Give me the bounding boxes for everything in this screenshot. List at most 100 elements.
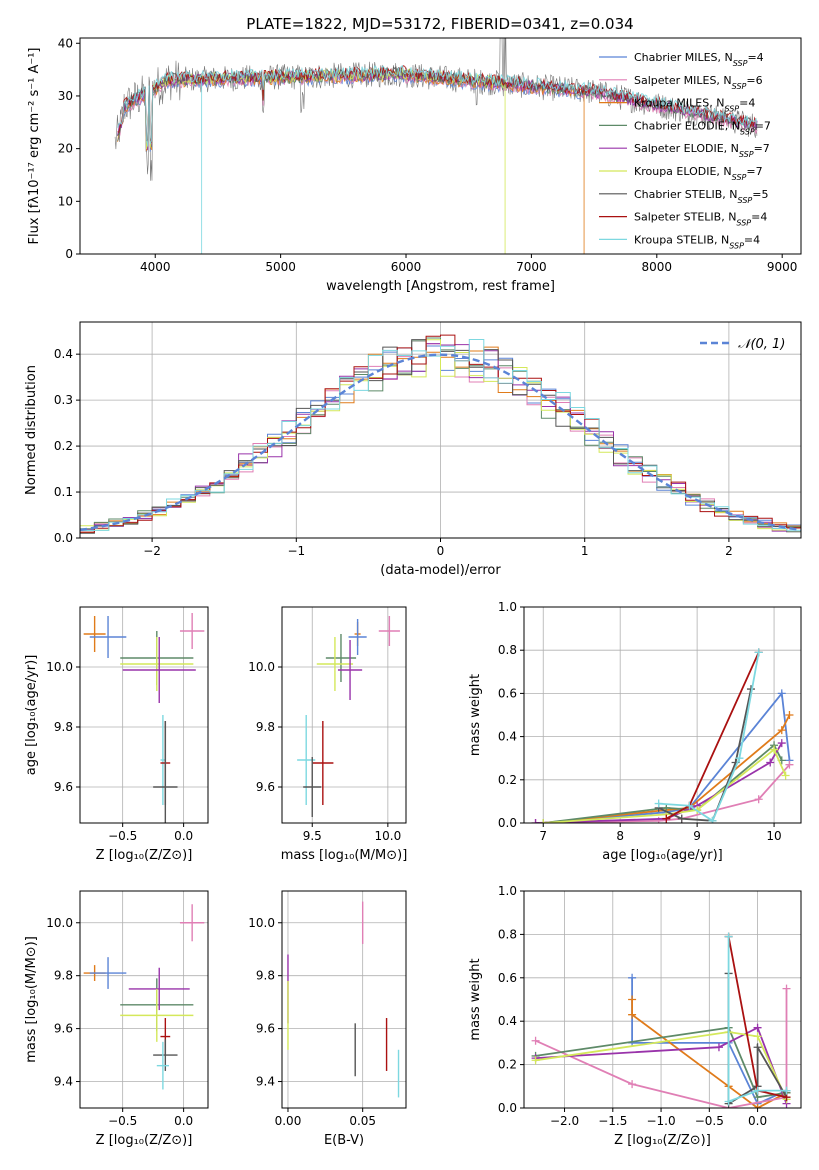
legend-entry: Chabrier ELODIE, NSSP=7 bbox=[634, 119, 771, 136]
age-vs-mass-axes: 9.5 10.0 9.6 9.8 10.0 mass [log₁₀(M/M⊙)] bbox=[248, 606, 407, 863]
errorbar-point bbox=[89, 957, 127, 989]
weight-marker bbox=[708, 816, 717, 823]
mass-vs-Z-plot-area bbox=[83, 904, 205, 1090]
weight-vs-age-ytick-label: 0.2 bbox=[498, 773, 517, 787]
mass-vs-Z-xlabel: Z [log₁₀(Z/Z⊙)] bbox=[96, 1133, 193, 1148]
legend-entry: Kroupa MILES, NSSP=4 bbox=[634, 97, 755, 114]
mass-vs-ebv-ytick-label: 10.0 bbox=[248, 916, 275, 930]
legend-entry-tail: =4 bbox=[751, 211, 767, 224]
weight-marker bbox=[785, 760, 794, 769]
legend-entry-sub: SSP bbox=[738, 195, 753, 204]
age-vs-mass-ytick-label: 9.6 bbox=[256, 780, 275, 794]
residuals-ytick-label: 0.4 bbox=[54, 347, 73, 361]
weight-marker bbox=[539, 819, 548, 823]
mass-vs-ebv-xlabel: E(B-V) bbox=[324, 1133, 364, 1148]
spectrum-xtick-label: 5000 bbox=[265, 260, 296, 274]
weight-line-salpeter-stelib bbox=[665, 652, 760, 820]
legend-entry-sub: SSP bbox=[724, 104, 739, 113]
legend-entry-tail: =4 bbox=[744, 233, 760, 246]
weight-vs-Z-ytick-label: 0.6 bbox=[498, 971, 517, 985]
weight-marker bbox=[753, 1104, 762, 1108]
legend-entry-tail: =7 bbox=[746, 165, 762, 178]
residuals-plot-area bbox=[80, 334, 801, 534]
residuals-xtick-label: 2 bbox=[725, 544, 733, 558]
residuals-ytick-label: 0.1 bbox=[54, 485, 73, 499]
mass-vs-Z-frame bbox=[79, 890, 209, 1109]
weight-vs-Z-xtick-label: −1.5 bbox=[598, 1114, 627, 1128]
age-vs-Z-xtick-label: 0.0 bbox=[174, 829, 193, 843]
age-vs-mass-ytick-label: 10.0 bbox=[248, 660, 275, 674]
weight-marker bbox=[628, 1080, 637, 1089]
legend-entry-text: Kroupa MILES, N bbox=[634, 97, 724, 110]
weight-vs-Z-xtick-label: −2.0 bbox=[550, 1114, 579, 1128]
legend-entry-sub: SSP bbox=[739, 150, 754, 159]
spectrum-xtick-label: 7000 bbox=[516, 260, 547, 274]
weight-vs-age-xtick-label: 9 bbox=[693, 829, 701, 843]
weight-vs-age-frame bbox=[523, 606, 802, 824]
mass-vs-Z-xtick-label: −0.5 bbox=[108, 1114, 137, 1128]
residuals-ytick-label: 0.0 bbox=[54, 531, 73, 545]
errorbar-point bbox=[348, 619, 367, 655]
spectrum-ytick-label: 40 bbox=[58, 36, 73, 50]
legend-entry: Salpeter MILES, NSSP=6 bbox=[634, 74, 763, 91]
weight-marker bbox=[628, 973, 637, 982]
weight-vs-Z-ytick-label: 0.8 bbox=[498, 927, 517, 941]
weight-marker bbox=[628, 995, 637, 1004]
weight-marker bbox=[777, 726, 786, 735]
weight-marker bbox=[753, 1023, 762, 1032]
spectrum-ytick-label: 0 bbox=[65, 247, 73, 261]
residuals-ylabel: Normed distribution bbox=[24, 365, 39, 495]
weight-vs-Z-xtick-label: −0.5 bbox=[695, 1114, 724, 1128]
spectrum-frame bbox=[79, 37, 802, 255]
weight-marker bbox=[766, 758, 775, 767]
weight-vs-Z-ytick-label: 0.0 bbox=[498, 1101, 517, 1115]
weight-vs-age-plot-area bbox=[531, 648, 794, 823]
model-spectrum-kroupa-elodie bbox=[142, 67, 507, 254]
mass-vs-Z-axes: −0.5 0.0 9.4 9.6 9.8 10.0 Z [log₁₀(Z/Z⊙)] mass … bbox=[24, 890, 209, 1148]
spectrum-ylabel: Flux [fλ10⁻¹⁷ erg cm⁻² s⁻¹ A⁻¹] bbox=[27, 48, 42, 245]
residuals-ytick-label: 0.3 bbox=[54, 393, 73, 407]
weight-vs-age-xtick-label: 10 bbox=[766, 829, 781, 843]
mass-vs-ebv-xtick-label: 0.00 bbox=[275, 1114, 302, 1128]
weight-marker bbox=[754, 795, 763, 804]
age-vs-Z-ylabel: age [log₁₀(age/yr)] bbox=[24, 655, 39, 776]
mass-vs-Z-ytick-label: 9.4 bbox=[54, 1075, 73, 1089]
errorbar-point bbox=[179, 613, 205, 649]
weight-marker bbox=[531, 1036, 540, 1045]
residuals-xlabel: (data-model)/error bbox=[380, 563, 501, 578]
residuals-ytick-label: 0.2 bbox=[54, 439, 73, 453]
mass-vs-ebv-xtick-label: 0.05 bbox=[349, 1114, 376, 1128]
errorbar-point bbox=[89, 616, 127, 658]
weight-vs-Z-frame bbox=[523, 890, 802, 1109]
weight-vs-age-axes: 7 8 9 10 0.0 0.2 0.4 0.6 0.8 1.0 age [log₁₀(age/yr… bbox=[468, 600, 802, 863]
legend-entry-tail: =5 bbox=[752, 188, 768, 201]
weight-vs-Z-ytick-label: 0.2 bbox=[498, 1058, 517, 1072]
legend-entry: Salpeter STELIB, NSSP=4 bbox=[634, 211, 767, 228]
legend-entry-text: Chabrier STELIB, N bbox=[634, 188, 738, 201]
legend-entry-tail: =4 bbox=[747, 51, 763, 64]
figure-title: PLATE=1822, MJD=53172, FIBERID=0341, z=0… bbox=[246, 15, 633, 33]
age-vs-Z-ytick-label: 9.6 bbox=[54, 780, 73, 794]
legend-entry: Chabrier MILES, NSSP=4 bbox=[634, 51, 764, 68]
legend-entry-normal: 𝒩(0, 1) bbox=[738, 337, 785, 352]
errorbar-point bbox=[303, 757, 322, 817]
legend-entry-tail: =7 bbox=[755, 119, 771, 132]
weight-marker bbox=[754, 648, 763, 657]
weight-marker bbox=[777, 739, 786, 748]
legend-entry: Kroupa STELIB, NSSP=4 bbox=[634, 233, 760, 250]
mass-vs-Z-ytick-label: 10.0 bbox=[46, 916, 73, 930]
weight-marker bbox=[782, 984, 791, 993]
spectrum-xtick-label: 8000 bbox=[642, 260, 673, 274]
errorbar-point bbox=[160, 715, 166, 805]
weight-line-chabrier-elodie bbox=[543, 743, 783, 823]
spectrum-xtick-label: 6000 bbox=[391, 260, 422, 274]
age-vs-mass-xtick-label: 10.0 bbox=[374, 829, 401, 843]
age-vs-Z-ytick-label: 9.8 bbox=[54, 720, 73, 734]
legend-entry-sub: SSP bbox=[732, 173, 747, 182]
weight-marker bbox=[724, 932, 733, 941]
legend-entry-sub: SSP bbox=[732, 81, 747, 90]
weight-line-chabrier-elodie bbox=[535, 1026, 787, 1099]
weight-vs-age-ytick-label: 0.8 bbox=[498, 643, 517, 657]
legend-entry: Chabrier STELIB, NSSP=5 bbox=[634, 188, 768, 205]
weight-marker bbox=[531, 1056, 540, 1065]
